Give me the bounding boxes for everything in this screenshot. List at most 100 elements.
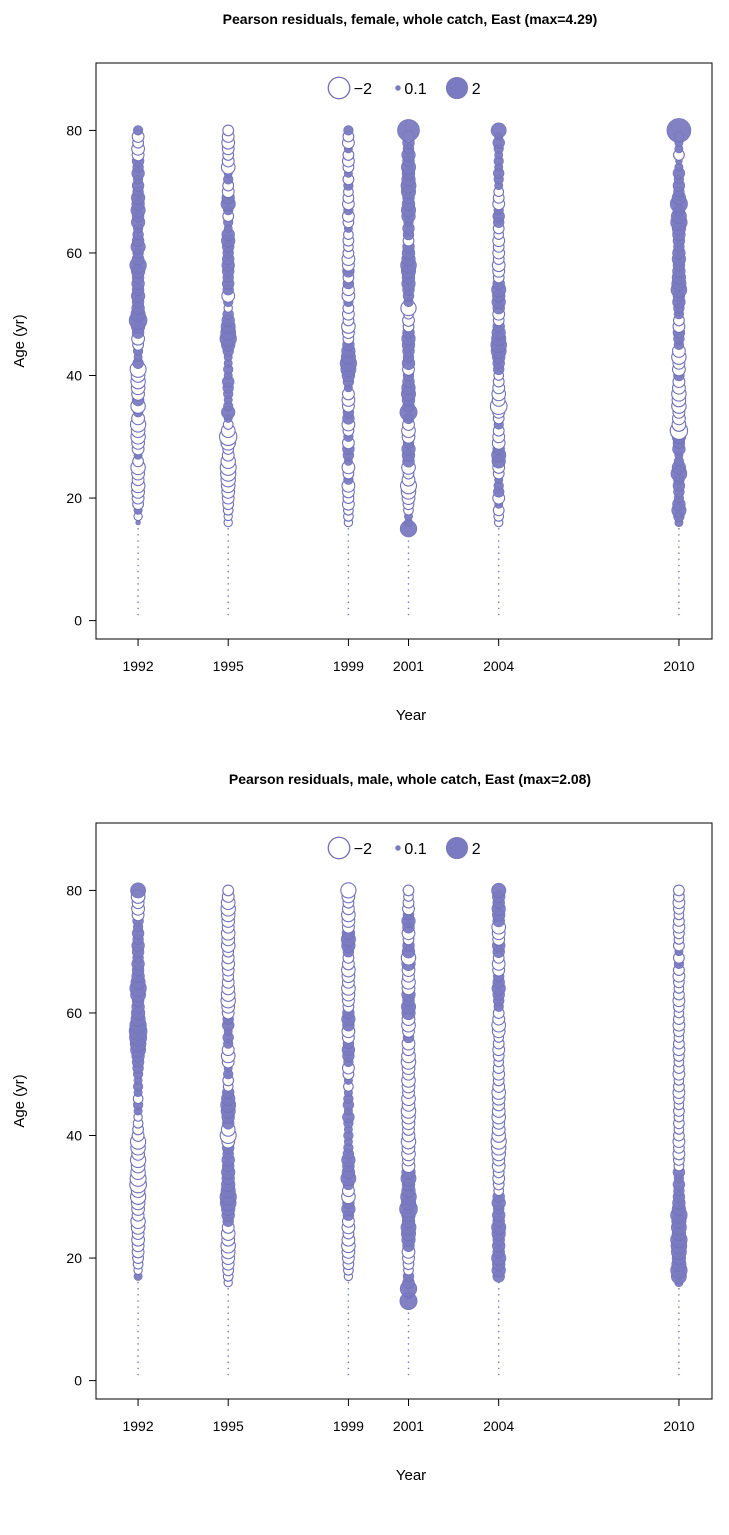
chart-title: Pearson residuals, male, whole catch, Ea…: [229, 771, 591, 787]
residual-bubble: [347, 1324, 350, 1327]
residual-bubble: [678, 1349, 680, 1351]
residual-bubble: [227, 558, 229, 561]
y-tick-label: 40: [66, 1128, 82, 1144]
residual-bubble: [227, 1336, 229, 1339]
residual-bubble: [222, 124, 235, 137]
residual-bubble: [227, 1306, 229, 1308]
residual-bubble: [497, 613, 500, 616]
residual-bubble: [678, 552, 680, 555]
x-axis-label: Year: [396, 707, 426, 724]
y-tick-label: 60: [66, 245, 82, 261]
residual-bubble: [678, 1361, 680, 1364]
x-tick-label: 1995: [213, 1418, 244, 1434]
residual-bubble: [407, 1367, 410, 1370]
residual-bubble: [227, 1287, 229, 1290]
residual-bubble: [227, 1355, 229, 1357]
residual-bubble: [678, 527, 680, 530]
residual-bubble: [137, 1349, 139, 1351]
residual-bubble: [397, 119, 420, 142]
residual-bubble: [347, 607, 350, 610]
residual-bubble: [407, 1355, 410, 1357]
residual-bubble: [347, 1361, 350, 1364]
legend-symbol: [395, 845, 401, 851]
chart-title: Pearson residuals, female, whole catch, …: [223, 11, 598, 27]
residual-bubble: [497, 1361, 500, 1364]
legend-label: −2: [354, 841, 372, 858]
x-axis-label: Year: [396, 1467, 426, 1484]
residual-bubble: [497, 1373, 500, 1376]
residual-bubble: [227, 564, 229, 567]
residual-bubble: [347, 1373, 350, 1376]
residual-bubble: [497, 607, 500, 610]
residual-bubble: [497, 1306, 500, 1308]
residual-bubble: [227, 527, 229, 530]
residual-bubble: [137, 1300, 139, 1302]
residual-bubble: [407, 540, 410, 542]
residual-bubble: [497, 552, 500, 555]
residual-bubble: [497, 570, 500, 573]
residual-bubble: [347, 540, 350, 542]
residual-bubble: [407, 595, 410, 597]
residual-bubble: [347, 1355, 350, 1357]
residual-bubble: [407, 1361, 410, 1364]
y-tick-label: 0: [74, 1373, 82, 1389]
residual-bubble: [678, 1293, 680, 1296]
residual-bubble: [678, 613, 680, 616]
residual-bubble: [678, 546, 680, 548]
residual-bubble: [347, 1367, 350, 1370]
residual-bubble: [678, 1355, 680, 1357]
residual-bubble: [678, 1373, 680, 1376]
residual-bubble: [402, 884, 415, 897]
residual-bubble: [347, 527, 350, 530]
residual-bubble: [227, 607, 229, 610]
residual-bubble: [132, 125, 144, 136]
residual-bubble: [497, 1336, 500, 1339]
residual-bubble: [227, 570, 229, 573]
residual-bubble: [678, 564, 680, 567]
residual-bubble: [497, 576, 500, 579]
residual-bubble: [490, 122, 507, 139]
residual-bubble: [227, 552, 229, 555]
male-residual-chart: Pearson residuals, male, whole catch, Ea…: [0, 760, 729, 1520]
residual-bubble: [227, 1300, 229, 1302]
residual-bubble: [407, 601, 410, 604]
residual-bubble: [137, 1293, 139, 1296]
residual-bubble: [347, 601, 350, 604]
residual-bubble: [678, 595, 680, 597]
residual-bubble: [347, 1293, 350, 1296]
residual-bubble: [222, 884, 235, 897]
x-tick-label: 1992: [122, 658, 153, 674]
residual-bubble: [227, 1293, 229, 1296]
residual-bubble: [137, 570, 139, 573]
residual-bubble: [407, 1324, 410, 1327]
x-tick-label: 2010: [663, 658, 694, 674]
x-tick-label: 2004: [483, 658, 514, 674]
residual-bubble: [343, 125, 354, 136]
residual-bubble: [497, 1287, 500, 1290]
residual-bubble: [137, 1361, 139, 1364]
residual-bubble: [497, 558, 500, 561]
residual-bubble: [137, 1343, 139, 1345]
residual-bubble: [227, 595, 229, 597]
residual-bubble: [227, 601, 229, 604]
y-tick-label: 80: [66, 882, 82, 898]
residual-bubble: [678, 558, 680, 561]
residual-bubble: [347, 1287, 350, 1290]
residual-bubble: [347, 1330, 350, 1333]
residual-bubble: [227, 583, 229, 585]
residual-bubble: [407, 1373, 410, 1376]
residual-bubble: [678, 570, 680, 573]
residual-bubble: [227, 1312, 229, 1315]
residual-bubble: [227, 1367, 229, 1370]
y-tick-label: 40: [66, 368, 82, 384]
residual-bubble: [678, 533, 680, 536]
residual-bubble: [407, 570, 410, 573]
residual-bubble: [347, 1343, 350, 1345]
residual-bubble: [137, 564, 139, 567]
plot-frame: [95, 62, 713, 640]
residual-bubble: [227, 533, 229, 536]
residual-bubble: [227, 540, 229, 542]
residual-bubble: [678, 589, 680, 591]
residual-bubble: [137, 589, 139, 591]
residual-bubble: [678, 576, 680, 579]
